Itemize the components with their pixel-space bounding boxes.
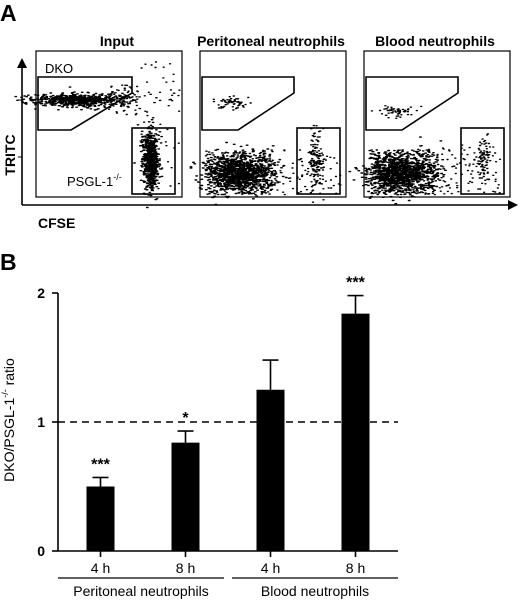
gate-dko-input (37, 76, 133, 131)
bar-series: ******* (86, 275, 370, 551)
bar-groups: Peritoneal neutrophils Blood neutrophils (58, 577, 398, 599)
group-label: Blood neutrophils (261, 583, 369, 599)
subplot-title-peritoneal: Peritoneal neutrophils (197, 33, 345, 49)
gate-label-psgl: PSGL-1-/- (67, 172, 122, 189)
x-axis-label-cfse: CFSE (38, 215, 75, 231)
y-tick-label: 2 (37, 285, 45, 301)
gate-psgl-blood (460, 127, 505, 195)
x-axis-arrowhead (508, 200, 518, 210)
significance-label: *** (346, 275, 365, 292)
bar (256, 389, 285, 551)
bar-y-ticks: 0 1 2 (37, 285, 58, 559)
x-category-label: 8 h (346, 560, 365, 576)
panel-a: A Input Peritoneal neutrophils Blood neu… (0, 0, 518, 231)
bar-x-categories: 4 h 8 h 4 h 8 h (91, 551, 365, 576)
y-axis-arrowhead (17, 58, 27, 68)
panel-b-label: B (0, 249, 17, 275)
gate-label-dko: DKO (45, 61, 73, 76)
bar (341, 313, 370, 551)
flow-scatter-dots (14, 61, 502, 209)
gate-psgl-peritoneal (296, 127, 341, 195)
bar (86, 486, 115, 551)
y-tick-label: 0 (37, 543, 45, 559)
y-axis-label-tritc: TRITC (2, 134, 18, 175)
x-category-label: 4 h (261, 560, 280, 576)
gate-dko-blood (365, 76, 459, 131)
significance-label: * (182, 410, 189, 427)
gate-dko-peritoneal (201, 76, 295, 131)
x-category-label: 4 h (91, 560, 110, 576)
y-tick-label: 1 (37, 414, 45, 430)
subplot-title-blood: Blood neutrophils (375, 33, 495, 49)
bar-y-axis-label: DKO/PSGL-1-/- ratio (0, 358, 17, 482)
gate-psgl-input (131, 127, 176, 195)
significance-label: *** (91, 456, 110, 473)
panel-a-label: A (0, 0, 17, 26)
x-category-label: 8 h (176, 560, 195, 576)
subplot-title-input: Input (100, 33, 135, 49)
subplot-frame-input (35, 50, 183, 198)
bar (171, 442, 200, 551)
group-label: Peritoneal neutrophils (73, 583, 208, 599)
